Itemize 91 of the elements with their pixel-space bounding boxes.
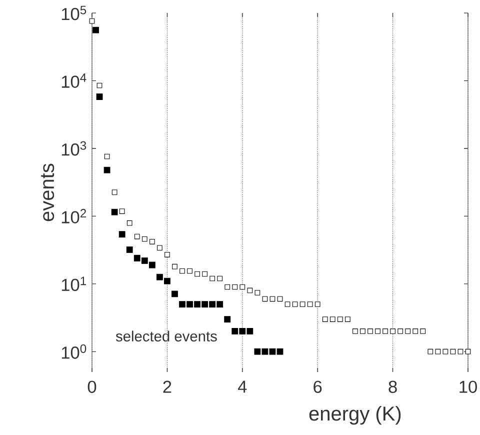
- point: [420, 328, 426, 334]
- point: [247, 288, 253, 294]
- point: [276, 348, 284, 355]
- point: [232, 284, 238, 290]
- point: [284, 302, 290, 307]
- point: [398, 328, 403, 334]
- point: [292, 302, 298, 307]
- point: [126, 246, 133, 253]
- y-tick-label: 10$^{4}$: [62, 74, 86, 88]
- point: [277, 296, 283, 302]
- x-tick-label: 4: [238, 380, 247, 393]
- point: [382, 328, 388, 334]
- point: [405, 328, 410, 334]
- x-axis-title: energy (K): [309, 406, 401, 425]
- point: [186, 301, 193, 308]
- point: [134, 254, 140, 262]
- point: [262, 296, 268, 302]
- point: [202, 301, 208, 308]
- point: [118, 231, 126, 238]
- point: [330, 316, 336, 322]
- point: [224, 284, 230, 290]
- point: [337, 316, 343, 322]
- point: [148, 262, 156, 268]
- point: [202, 271, 208, 277]
- point: [428, 348, 434, 354]
- point: [360, 328, 366, 334]
- point: [172, 290, 178, 298]
- y-tick-label: 10$^{5}$: [62, 6, 86, 20]
- point: [179, 301, 186, 308]
- point: [112, 190, 118, 195]
- point: [450, 348, 456, 354]
- x-tick-label: 10: [460, 380, 477, 393]
- point: [172, 264, 178, 270]
- point: [119, 208, 125, 214]
- point: [187, 268, 192, 274]
- point: [156, 274, 163, 280]
- point: [458, 348, 464, 354]
- x-tick-label: 8: [388, 380, 397, 393]
- point: [194, 301, 200, 308]
- point: [465, 348, 471, 354]
- point: [314, 302, 320, 307]
- point: [375, 328, 380, 334]
- point: [435, 348, 441, 354]
- point: [322, 316, 328, 322]
- point: [141, 257, 148, 264]
- x-tick-label: 0: [88, 380, 96, 393]
- point: [442, 348, 448, 354]
- point: [246, 328, 254, 334]
- point: [149, 239, 155, 244]
- point: [142, 236, 148, 242]
- point: [239, 328, 246, 334]
- point: [307, 302, 313, 307]
- point: [209, 301, 216, 308]
- point: [194, 271, 200, 277]
- point: [210, 276, 215, 282]
- point: [254, 348, 261, 355]
- point: [111, 208, 118, 216]
- point: [269, 348, 276, 355]
- point: [164, 278, 170, 284]
- point: [262, 348, 268, 355]
- point: [157, 245, 162, 251]
- point: [217, 276, 223, 282]
- point: [412, 328, 418, 334]
- y-tick-label: 10$^{3}$: [62, 141, 86, 156]
- point: [240, 284, 246, 290]
- y-axis-title: events: [40, 164, 54, 222]
- point: [126, 220, 132, 226]
- point: [164, 252, 170, 258]
- point: [104, 154, 110, 160]
- point: [104, 166, 110, 174]
- point: [134, 234, 140, 240]
- x-tick-label: 2: [163, 380, 172, 393]
- point: [390, 328, 396, 334]
- y-tick-label: 10$^{1}$: [62, 276, 86, 292]
- point: [270, 296, 276, 302]
- point: [345, 316, 350, 322]
- point: [232, 328, 238, 334]
- point: [224, 316, 231, 322]
- point: [352, 328, 358, 334]
- point: [92, 26, 99, 34]
- y-tick-label: 10$^{0}$: [62, 344, 86, 359]
- y-tick-label: 10$^{2}$: [62, 208, 86, 224]
- annotation: selected events: [116, 330, 217, 342]
- point: [254, 290, 260, 296]
- point: [96, 94, 103, 100]
- point: [89, 18, 95, 24]
- point: [300, 302, 306, 307]
- point: [368, 328, 373, 334]
- point: [216, 301, 224, 308]
- x-tick-label: 6: [314, 380, 322, 393]
- point: [180, 268, 185, 274]
